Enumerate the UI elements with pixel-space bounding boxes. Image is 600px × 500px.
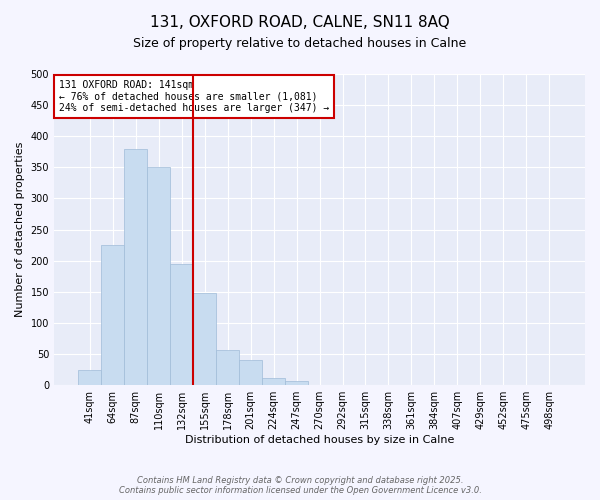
Text: 131 OXFORD ROAD: 141sqm
← 76% of detached houses are smaller (1,081)
24% of semi: 131 OXFORD ROAD: 141sqm ← 76% of detache… [59,80,329,114]
Bar [170,264,193,385]
X-axis label: Distribution of detached houses by size in Calne: Distribution of detached houses by size … [185,435,454,445]
Y-axis label: Number of detached properties: Number of detached properties [15,142,25,318]
Bar [239,360,262,385]
Bar [285,382,308,385]
Bar [193,293,216,385]
Bar [262,378,285,385]
Bar [101,245,124,385]
Bar [147,168,170,385]
Bar [216,350,239,385]
Text: Size of property relative to detached houses in Calne: Size of property relative to detached ho… [133,38,467,51]
Text: 131, OXFORD ROAD, CALNE, SN11 8AQ: 131, OXFORD ROAD, CALNE, SN11 8AQ [150,15,450,30]
Bar [78,370,101,385]
Text: Contains HM Land Registry data © Crown copyright and database right 2025.
Contai: Contains HM Land Registry data © Crown c… [119,476,481,495]
Bar [124,148,147,385]
